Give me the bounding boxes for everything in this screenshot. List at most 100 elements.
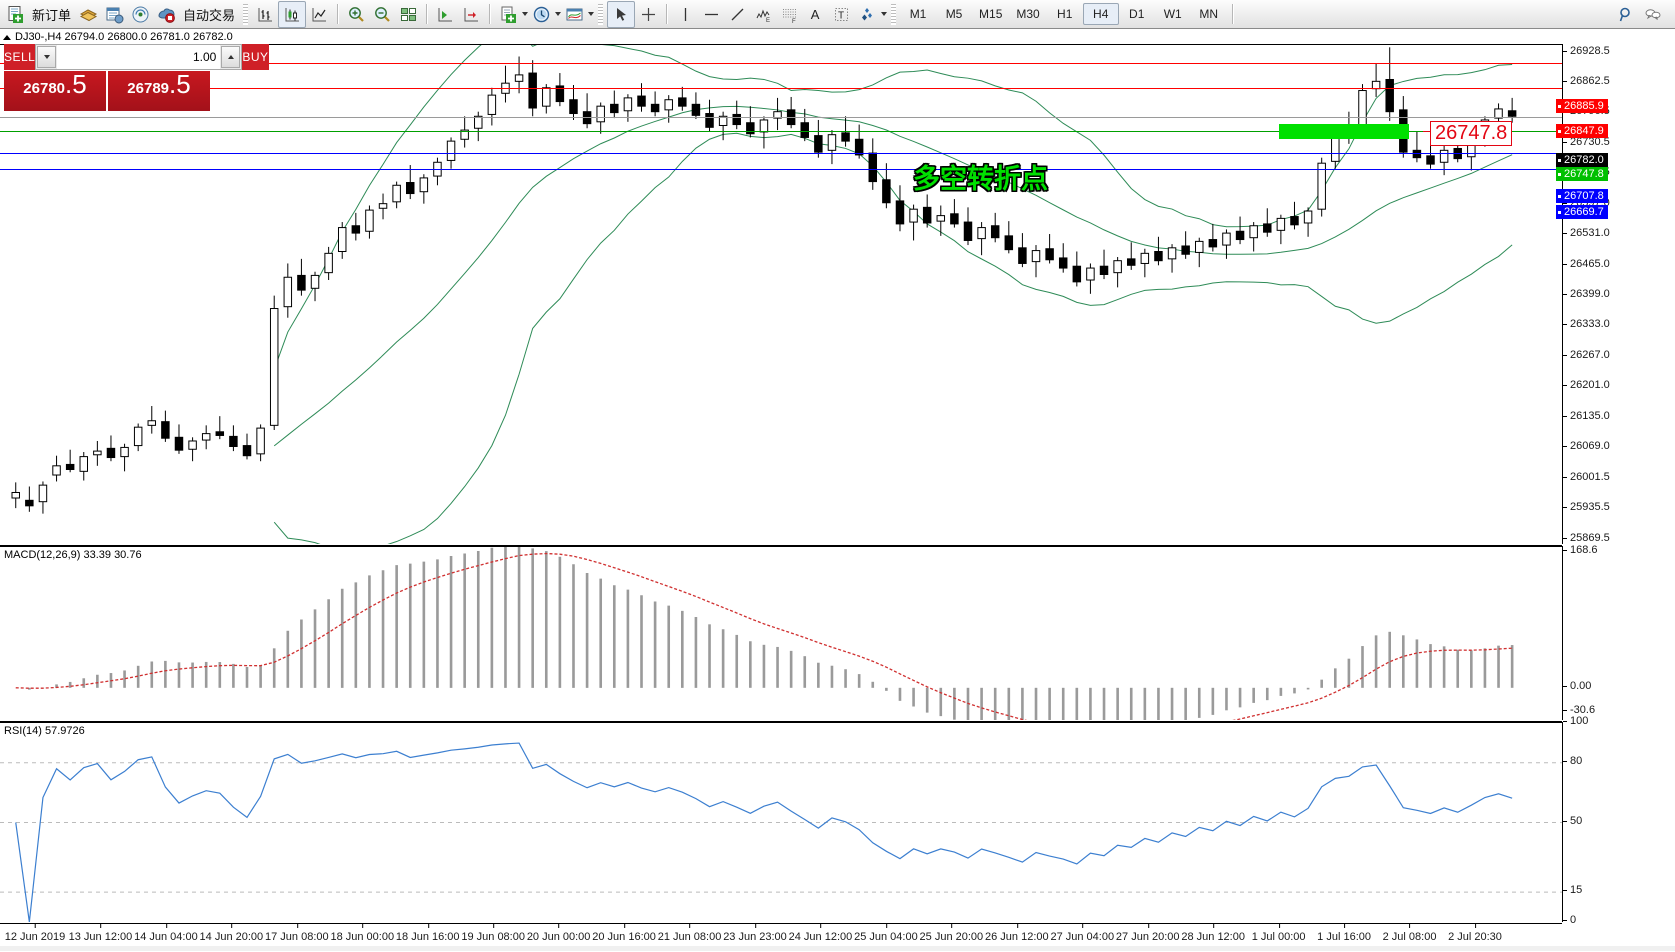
data-window-icon[interactable] — [101, 2, 127, 27]
elliott-wave-icon[interactable]: E — [750, 2, 776, 27]
rsi-axis[interactable]: 100 80 50 15 0 — [1562, 715, 1675, 926]
toolbar-grip[interactable] — [243, 3, 249, 25]
level-line-26669-7[interactable] — [0, 169, 1562, 170]
chart-symbol-header: DJ30-,H4 26794.0 26800.0 26781.0 26782.0 — [0, 30, 1675, 44]
price-chart-pane[interactable]: 多空转折点 26747.8 — [0, 44, 1562, 546]
timeframe-h4[interactable]: H4 — [1082, 3, 1119, 25]
shift-end-icon[interactable] — [458, 2, 484, 27]
timeframe-w1[interactable]: W1 — [1163, 7, 1182, 21]
time-tick-label: 21 Jun 08:00 — [657, 924, 722, 943]
macd-tick: 168.6 — [1563, 544, 1598, 556]
time-axis[interactable]: 12 Jun 2019 13 Jun 12:00 14 Jun 04:00 14 Ju… — [0, 923, 1562, 952]
add-indicator-dropdown-caret[interactable] — [522, 12, 529, 16]
macd-axis[interactable]: 168.6 0.00 -30.6 — [1562, 544, 1675, 720]
price-tick: 26465.0 — [1563, 258, 1610, 270]
level-price-tag[interactable]: 26885.9 — [1556, 99, 1608, 113]
timeframe-m1[interactable]: M1 — [909, 7, 927, 21]
chart-annotation-text[interactable]: 多空转折点 — [913, 164, 1048, 194]
volume-increase-button[interactable] — [221, 46, 241, 68]
templates-dropdown-caret[interactable] — [588, 12, 595, 16]
level-price-label: 26747.8 — [1564, 168, 1604, 180]
volume-input[interactable] — [57, 45, 221, 69]
auto-trading-label[interactable]: 自动交易 — [183, 7, 236, 23]
cursor-icon[interactable] — [607, 0, 636, 28]
price-tick: 26399.0 — [1563, 288, 1610, 300]
fibo-icon[interactable]: F — [776, 2, 802, 27]
level-line-26747-8[interactable] — [0, 131, 1562, 132]
objects-icon[interactable] — [854, 2, 880, 27]
level-line-26885-9[interactable] — [0, 63, 1562, 64]
period-dropdown-caret[interactable] — [555, 12, 562, 16]
svg-text:E: E — [766, 18, 770, 24]
timeframe-m5[interactable]: M5 — [945, 7, 963, 21]
search-icon[interactable] — [1613, 2, 1639, 27]
zoom-in-icon[interactable] — [343, 2, 369, 27]
buy-price[interactable]: 26789 .5 — [108, 71, 210, 111]
one-click-trading-panel[interactable]: SELL BUY 26780 .5 26789 .5 — [4, 44, 269, 111]
objects-dropdown-caret[interactable] — [881, 12, 888, 16]
price-tick: 26201.0 — [1563, 379, 1610, 391]
hline-icon[interactable] — [698, 2, 724, 27]
level-price-tag[interactable]: 26847.9 — [1556, 124, 1608, 138]
vline-icon[interactable] — [672, 2, 698, 27]
level-line-26847-9[interactable] — [0, 88, 1562, 89]
macd-values: 33.39 30.76 — [83, 549, 142, 561]
buy-button[interactable]: BUY — [242, 44, 269, 70]
level-price-tag[interactable]: 26782.0 — [1556, 153, 1608, 167]
price-axis[interactable]: 26928.526862.526796.526730.526664.526597… — [1562, 44, 1675, 544]
level-price-tag[interactable]: 26669.7 — [1556, 205, 1608, 219]
new-order-icon[interactable] — [2, 2, 28, 27]
level-line-26707-8[interactable] — [0, 153, 1562, 154]
time-tick-label: 13 Jun 12:00 — [68, 924, 133, 943]
rsi-label: RSI(14) 57.9726 — [4, 725, 85, 737]
buy-price-integer: 26789 — [127, 80, 170, 97]
price-tick: 26069.0 — [1563, 440, 1610, 452]
macd-pane[interactable]: MACD(12,26,9) 33.39 30.76 — [0, 546, 1562, 722]
highlight-rectangle[interactable] — [1279, 124, 1409, 139]
time-tick-label: 28 Jun 12:00 — [1181, 924, 1245, 943]
timeframe-m15[interactable]: M15 — [979, 7, 1003, 21]
price-callout-box[interactable]: 26747.8 — [1423, 121, 1513, 146]
timeframe-d1[interactable]: D1 — [1129, 7, 1145, 21]
templates-icon[interactable] — [561, 2, 587, 27]
main-toolbar: 新订单 — [0, 0, 1675, 29]
sell-button[interactable]: SELL — [4, 44, 36, 70]
tile-windows-icon[interactable] — [395, 2, 421, 27]
tools-grip[interactable] — [598, 3, 604, 25]
timeframe-mn[interactable]: MN — [1199, 7, 1219, 21]
price-tick: 26531.0 — [1563, 227, 1610, 239]
zoom-out-icon[interactable] — [369, 2, 395, 27]
shift-start-icon[interactable] — [432, 2, 458, 27]
rsi-value: 57.9726 — [44, 725, 85, 737]
level-price-tag[interactable]: 26747.8 — [1556, 167, 1608, 181]
auto-trading-icon[interactable] — [153, 2, 179, 27]
rsi-pane[interactable]: RSI(14) 57.9726 — [0, 722, 1562, 924]
period-icon[interactable] — [528, 2, 554, 27]
volume-decrease-button[interactable] — [37, 46, 57, 68]
macd-label: MACD(12,26,9) 33.39 30.76 — [4, 549, 142, 561]
add-indicator-icon[interactable] — [495, 2, 521, 27]
text-icon[interactable]: A — [810, 6, 820, 22]
level-price-tag[interactable]: 26707.8 — [1556, 189, 1608, 203]
trendline-icon[interactable] — [724, 2, 750, 27]
crosshair-icon[interactable] — [635, 2, 661, 27]
volume-stepper[interactable] — [35, 44, 243, 70]
bar-chart-icon[interactable] — [252, 2, 278, 27]
sell-price[interactable]: 26780 .5 — [4, 71, 108, 111]
sell-price-decimal: .5 — [65, 69, 87, 99]
timeframe-h1[interactable]: H1 — [1057, 7, 1073, 21]
timeframes-grip[interactable] — [891, 3, 897, 25]
signal-icon[interactable] — [127, 2, 153, 27]
candlestick-icon[interactable] — [278, 0, 307, 28]
collapse-triangle-icon[interactable] — [3, 34, 11, 40]
timeframe-m30[interactable]: M30 — [1016, 7, 1040, 21]
layers-icon[interactable] — [75, 2, 101, 27]
label-icon[interactable]: T — [828, 2, 854, 27]
chat-icon[interactable] — [1639, 2, 1665, 27]
time-tick-label: 14 Jun 04:00 — [134, 924, 198, 943]
line-chart-icon[interactable] — [306, 2, 332, 27]
rsi-tick: 0 — [1563, 914, 1576, 926]
time-tick-label: 27 Jun 20:00 — [1115, 924, 1180, 943]
new-order-label[interactable]: 新订单 — [32, 7, 72, 23]
